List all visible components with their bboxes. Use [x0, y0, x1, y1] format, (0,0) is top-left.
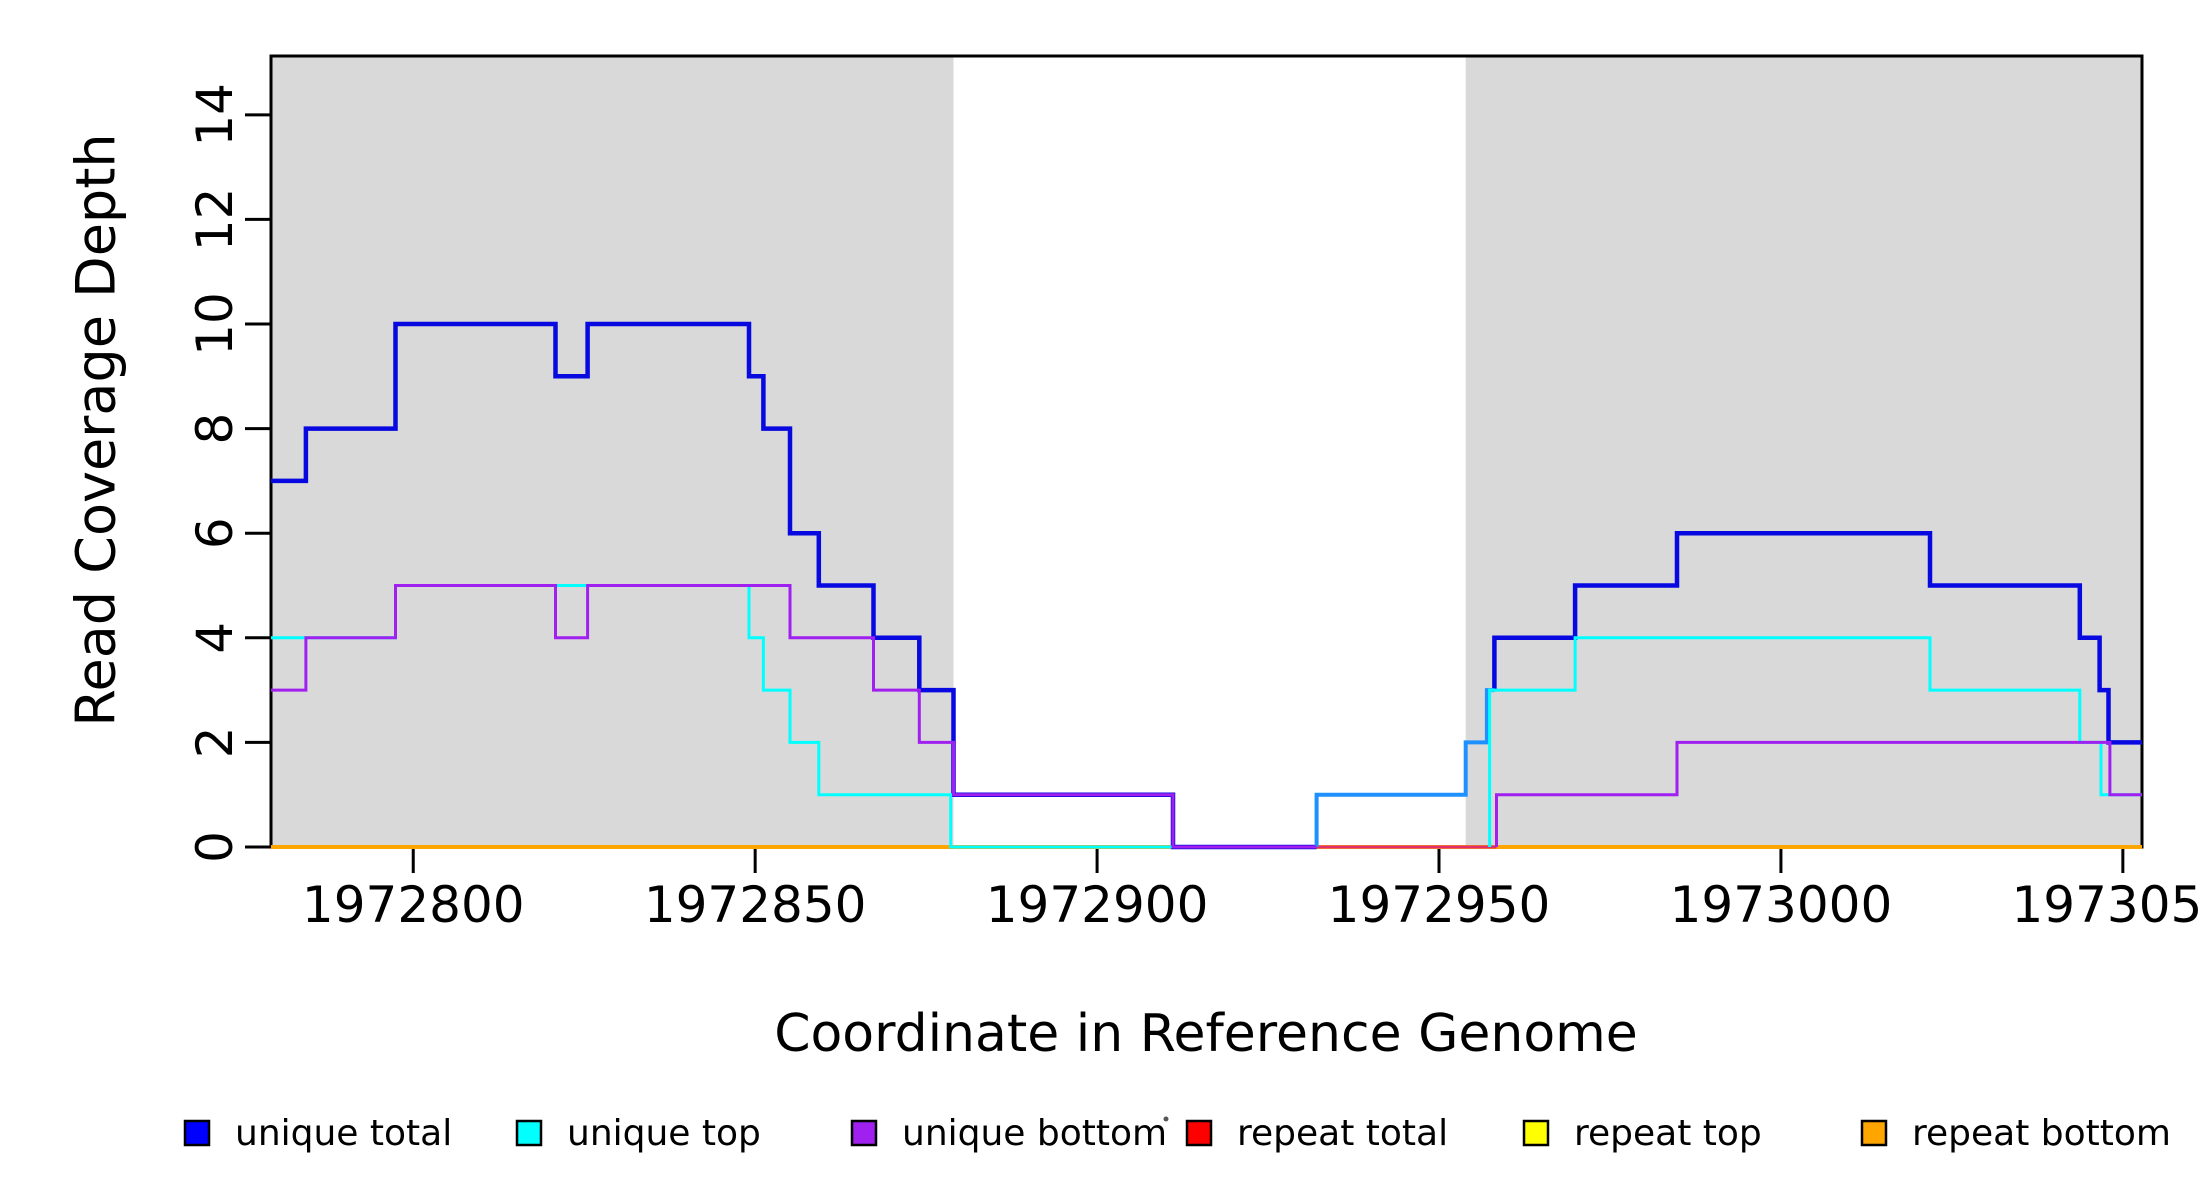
legend-swatch-repeat-total	[1185, 1119, 1213, 1147]
legend-separator-dot	[1163, 1116, 1169, 1122]
series-line-unique-total	[1492, 530, 2142, 745]
legend-label: unique total	[235, 1113, 452, 1154]
y-tick-label: 0	[186, 831, 244, 863]
repeat-region-shading	[1465, 57, 2142, 846]
legend-item: repeat top	[1522, 1113, 1762, 1154]
y-tick-label: 12	[186, 188, 244, 252]
x-tick-label: 1972950	[1328, 876, 1551, 934]
x-axis-title: Coordinate in Reference Genome	[774, 1004, 1638, 1064]
legend-item: unique total	[183, 1113, 452, 1154]
y-axis-title: Read Coverage Depth	[64, 133, 128, 727]
y-tick-label: 14	[186, 83, 244, 147]
legend-item: unique bottom	[850, 1113, 1167, 1154]
y-tick-label: 4	[186, 622, 244, 654]
y-tick-label: 2	[186, 726, 244, 758]
x-tick-label: 1972900	[986, 876, 1209, 934]
y-tick-label: 8	[186, 413, 244, 445]
series-line-unique-total	[271, 321, 1317, 850]
legend-item: repeat total	[1185, 1113, 1448, 1154]
legend-item: unique top	[515, 1113, 761, 1154]
legend-label: repeat top	[1574, 1113, 1762, 1154]
repeat-region-shading	[271, 57, 954, 846]
legend-label: repeat total	[1237, 1113, 1448, 1154]
series-line-unique-total-thin-bright-segment	[1314, 688, 1495, 847]
legend-swatch-unique-total	[183, 1119, 211, 1147]
series-line-unique-bottom	[1495, 740, 2142, 847]
y-tick-label: 10	[186, 292, 244, 356]
legend-label: unique top	[567, 1113, 761, 1154]
x-tick-label: 1973000	[1670, 876, 1893, 934]
legend-swatch-unique-bottom	[850, 1119, 878, 1147]
legend-item: repeat bottom	[1860, 1113, 2171, 1154]
legend-label: repeat bottom	[1912, 1113, 2171, 1154]
legend-label: unique bottom	[902, 1113, 1167, 1154]
x-tick-label: 1972850	[644, 876, 867, 934]
series-line-unique-bottom	[271, 584, 1317, 849]
y-tick-label: 6	[186, 517, 244, 549]
legend-swatch-repeat-top	[1522, 1119, 1550, 1147]
legend-swatch-repeat-bottom	[1860, 1119, 1888, 1147]
series-line-unique-top	[1488, 636, 2142, 847]
legend-swatch-unique-top	[515, 1119, 543, 1147]
x-tick-label: 1972800	[302, 876, 525, 934]
